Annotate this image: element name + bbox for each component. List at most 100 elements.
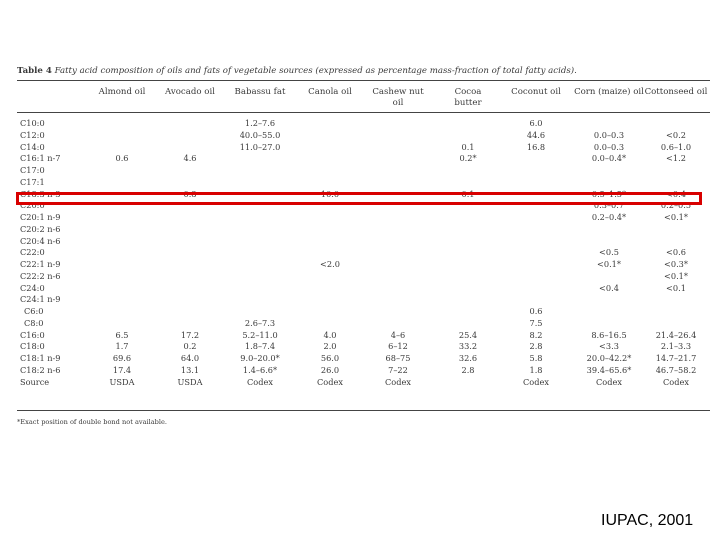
source-credit: IUPAC, 2001 (601, 512, 694, 529)
table-cell: 17.2 (180, 329, 200, 340)
table-cell: <3.3 (599, 341, 619, 352)
table-cell: Codex (596, 376, 622, 387)
row-label: C14:0 (20, 141, 45, 152)
table-cell: 2.0 (323, 341, 337, 352)
row-label: C8:0 (24, 317, 44, 328)
table-cell: 68–75 (385, 353, 411, 363)
table-cell: <0.4 (599, 282, 619, 293)
table-cell: 25.4 (458, 329, 478, 340)
row-label: C20:0 (20, 200, 45, 211)
table-caption: Table 4 Fatty acid composition of oils a… (17, 66, 577, 76)
table-cell: 7.5 (529, 317, 543, 328)
table-cell: 16.8 (526, 141, 546, 152)
table-cell: 7–22 (388, 364, 408, 375)
table-cell: 20.0–42.2* (586, 353, 632, 363)
table-cell: 2.8 (529, 341, 543, 352)
table-cell: Codex (523, 376, 549, 387)
row-label: C18:2 n-6 (20, 364, 61, 375)
table-footnote: *Exact position of double bond not avail… (17, 418, 168, 426)
table-cell: Codex (385, 376, 411, 387)
row-label: C12:0 (20, 129, 45, 140)
table-cell: 1.8–7.4 (244, 341, 276, 352)
column-header: Canola oil (308, 87, 352, 97)
table-cell: 0.0–0.3 (593, 129, 625, 140)
row-label: C20:2 n-6 (20, 223, 61, 234)
table-cell: 21.4–26.4 (655, 329, 697, 340)
table-cell: Codex (663, 376, 689, 387)
table-cell: 1.7 (115, 341, 129, 352)
header-rule (17, 112, 710, 113)
table-number: Table 4 (17, 66, 52, 76)
row-label: C16:1 n-7 (20, 153, 61, 164)
row-label: Source (20, 376, 50, 387)
table-cell: 26.0 (320, 364, 340, 375)
table-cell: 8.6–16.5 (591, 329, 627, 340)
table-cell: 69.6 (112, 353, 132, 363)
table-cell: <0.2 (666, 129, 686, 140)
row-label: C24:0 (20, 282, 45, 293)
table-cell: 9.0–20.0* (240, 353, 280, 363)
table-cell: 0.6 (115, 153, 129, 164)
row-label: C18:0 (20, 341, 45, 352)
table-cell: Codex (317, 376, 343, 387)
table-cell: 6.0 (529, 118, 543, 128)
table-cell: 33.2 (458, 341, 478, 352)
table-cell: 32.6 (458, 353, 478, 363)
row-label: C22:0 (20, 247, 45, 258)
column-header: Corn (maize) oil (574, 87, 644, 97)
table-title: Fatty acid composition of oils and fats … (54, 66, 577, 76)
table-cell: <0.6 (666, 247, 686, 258)
row-label: C20:4 n-6 (20, 235, 61, 246)
table-cell: 46.7–58.2 (655, 364, 697, 375)
row-label: C17:0 (20, 165, 45, 175)
table-cell: 0.2–0.5 (660, 200, 692, 211)
table-cell: 1.2–7.6 (244, 118, 276, 128)
table-cell: 0.1 (461, 141, 475, 152)
table-cell: <1.2 (666, 153, 686, 164)
row-label: C18:1 n-9 (20, 353, 61, 363)
table-cell: 13.1 (180, 364, 200, 375)
table-cell: 0.6–1.0 (660, 141, 692, 152)
row-label: C22:2 n-6 (20, 270, 61, 281)
table-cell: 2.6–7.3 (244, 317, 276, 328)
column-header: Cottonseed oil (644, 87, 708, 97)
column-header: Babassu fat (234, 87, 286, 97)
table-cell: 64.0 (180, 353, 200, 363)
table-cell: <0.1* (597, 259, 621, 269)
table-cell: 6.5 (115, 329, 129, 340)
table-cell: <0.1* (664, 270, 688, 281)
table-cell: <0.5 (599, 247, 619, 258)
table-cell: USDA (109, 376, 135, 387)
table-cell: 4.6 (183, 153, 197, 164)
table-cell: 8.2 (529, 329, 543, 340)
table-cell: 1.4–6.6* (242, 364, 278, 375)
row-label: C17:1 (20, 176, 45, 187)
table-cell: <0.3* (664, 259, 688, 269)
table-cell: 17.4 (112, 364, 132, 375)
table-cell: 56.0 (320, 353, 340, 363)
table-cell: <2.0 (320, 259, 340, 269)
table-cell: 0.0–0.3 (593, 141, 625, 152)
column-header: Almond oil (98, 87, 146, 97)
row-label: C24:1 n-9 (20, 294, 61, 305)
bottom-rule (17, 410, 710, 411)
column-header: Avocado oil (165, 87, 215, 97)
row-label: C6:0 (24, 306, 44, 316)
table-cell: 40.0–55.0 (239, 129, 281, 140)
table-cell: 4.0 (323, 329, 337, 340)
table-cell: 11.0–27.0 (239, 141, 281, 152)
table-cell: USDA (177, 376, 203, 387)
table-cell: 0.3–0.7 (593, 200, 625, 211)
row-label: C16:0 (20, 329, 45, 340)
table-cell: 0.6 (529, 306, 543, 316)
table-cell: 5.8 (529, 353, 543, 363)
table-cell: 14.7–21.7 (655, 353, 697, 363)
highlight-box (16, 192, 702, 205)
table-cell: 1.8 (529, 364, 543, 375)
column-header: Cashew nut oil (372, 87, 424, 108)
column-header: Cocoa butter (454, 87, 482, 108)
table-cell: 39.4–65.6* (586, 364, 632, 375)
table-cell: 5.2–11.0 (242, 329, 278, 340)
table-cell: Codex (247, 376, 273, 387)
table-cell: 2.8 (461, 364, 475, 375)
